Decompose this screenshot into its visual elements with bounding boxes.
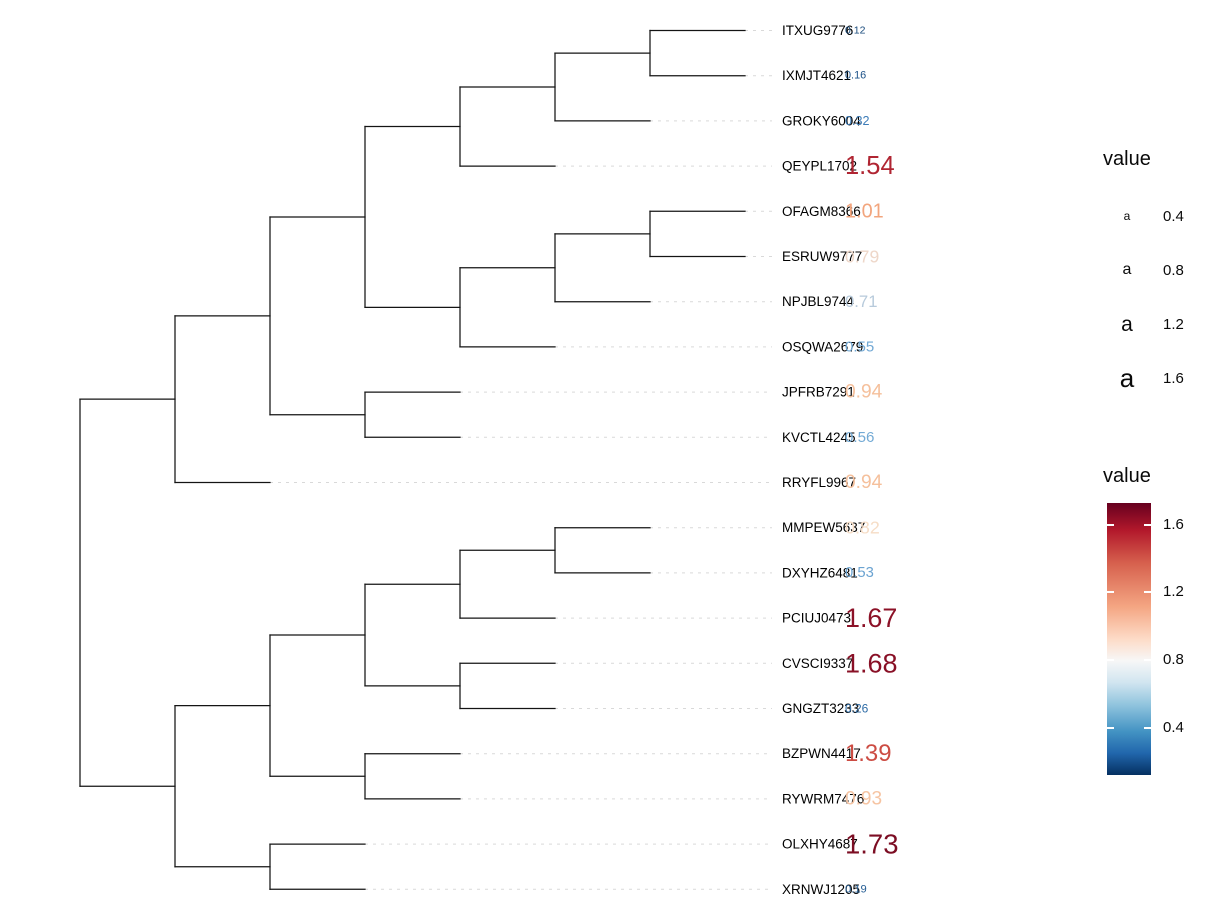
colorbar-tick-mark (1144, 726, 1151, 729)
tip-value: 0.55 (845, 338, 874, 355)
tip-value: 0.94 (845, 382, 883, 403)
tip-label: QEYPL1702 (782, 159, 857, 174)
tip-label: JPFRB7291 (782, 385, 855, 400)
tip-value: 0.19 (845, 883, 867, 895)
colorbar-tick-mark (1144, 659, 1151, 662)
size-legend-item: a 0.8 (1103, 247, 1184, 293)
size-legend-symbol: a (1122, 261, 1132, 278)
size-legend-item-label: 1.6 (1163, 369, 1184, 387)
colorbar-tick-mark (1107, 591, 1114, 594)
size-legend-item-label: 1.2 (1163, 315, 1184, 333)
color-legend-title: value (1103, 465, 1151, 487)
colorbar-tick-mark (1144, 591, 1151, 594)
size-legend-item: a 1.2 (1103, 301, 1184, 347)
tip-value: 0.32 (845, 114, 870, 128)
tip-value: 0.56 (845, 429, 874, 446)
size-legend-symbol: a (1121, 312, 1133, 336)
tip-label: CVSCI9337 (782, 656, 853, 671)
tip-label: DXYHZ6481 (782, 565, 858, 580)
tip-label: NPJBL9744 (782, 294, 855, 309)
tip-value: 1.54 (845, 152, 895, 180)
tip-value: 0.79 (845, 247, 879, 267)
colorbar-gradient (1107, 503, 1151, 775)
tip-label: GROKY6004 (782, 113, 861, 128)
tip-label: MMPEW5637 (782, 520, 865, 535)
colorbar-tick-label: 0.4 (1163, 718, 1184, 736)
tip-label: BZPWN4417 (782, 746, 861, 761)
size-legend-item: a 1.6 (1103, 355, 1184, 401)
tip-value: 0.16 (845, 70, 866, 82)
colorbar-tick-mark (1107, 524, 1114, 527)
colorbar-tick-mark (1107, 659, 1114, 662)
size-legend-item: a 0.4 (1103, 193, 1184, 239)
colorbar-tick-label: 1.6 (1163, 516, 1184, 534)
tip-value: 0.93 (845, 788, 882, 809)
size-legend-title: value (1103, 148, 1151, 170)
tip-label: XRNWJ1205 (782, 882, 860, 897)
tip-value: 0.82 (845, 518, 880, 538)
tip-label: KVCTL4245 (782, 430, 856, 445)
colorbar-tick-mark (1144, 524, 1151, 527)
tip-value: 1.39 (845, 740, 892, 767)
tip-label: OFAGM8366 (782, 204, 861, 219)
tip-label: OSQWA2679 (782, 339, 863, 354)
tip-label: IXMJT4621 (782, 68, 851, 83)
tip-label: RRYFL9967 (782, 475, 856, 490)
size-legend-symbol: a (1119, 363, 1135, 393)
tip-value: 0.26 (845, 702, 869, 716)
size-legend-item-label: 0.8 (1163, 261, 1184, 279)
tip-value: 1.68 (845, 648, 898, 678)
tip-label: RYWRM7476 (782, 791, 864, 806)
tip-value: 1.67 (845, 603, 897, 633)
tip-label: PCIUJ0473 (782, 611, 851, 626)
size-legend-symbol: a (1123, 209, 1131, 223)
tip-value: 1.73 (845, 829, 899, 860)
tip-label: ESRUW9777 (782, 249, 862, 264)
tip-label: ITXUG9776 (782, 23, 853, 38)
colorbar-tick-label: 0.8 (1163, 651, 1184, 669)
tip-label: GNGZT3233 (782, 701, 859, 716)
tip-value: 0.94 (845, 472, 883, 493)
tip-value: 1.01 (845, 200, 884, 222)
tip-value: 0.71 (845, 292, 877, 311)
tip-value: 0.53 (845, 565, 874, 581)
tip-value: 0.12 (845, 25, 866, 37)
size-legend-item-label: 0.4 (1163, 207, 1184, 225)
colorbar-tick-label: 1.2 (1163, 583, 1184, 601)
tip-label: OLXHY4687 (782, 837, 858, 852)
colorbar-tick-mark (1107, 726, 1114, 729)
